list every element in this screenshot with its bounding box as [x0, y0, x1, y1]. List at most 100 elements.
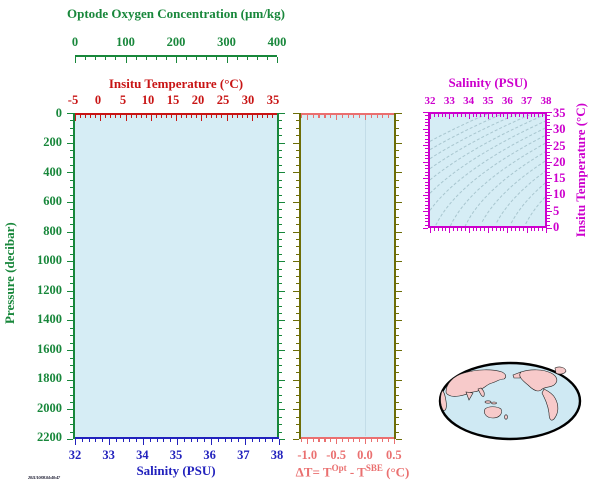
tick-mark — [279, 179, 282, 181]
tick-mark — [217, 439, 219, 442]
ts-plot-right-border — [545, 112, 552, 229]
tick-mark — [547, 135, 550, 137]
tick-mark — [547, 145, 552, 147]
tick-mark — [70, 387, 73, 389]
tick-mark — [425, 198, 428, 200]
tick-mark — [70, 394, 73, 396]
tick-mark — [67, 231, 73, 233]
tick-mark — [460, 228, 462, 231]
tick-mark — [425, 125, 428, 127]
tick-label: 5 — [553, 203, 560, 218]
isopycnal-contour-line — [429, 113, 489, 142]
tick-label: 35 — [169, 448, 183, 462]
tick-mark — [423, 194, 428, 196]
tick-label: 0.5 — [385, 448, 402, 462]
ts-plot-bottom-border — [430, 226, 547, 233]
main-plot-bottom-border — [75, 437, 280, 445]
tick-label: 38 — [270, 448, 284, 462]
tick-label: 20 — [191, 93, 205, 107]
tick-mark — [425, 168, 428, 170]
tick-mark — [70, 335, 73, 337]
tick-mark — [279, 350, 285, 352]
tick-mark — [279, 253, 282, 255]
tick-label: 25 — [216, 93, 230, 107]
tick-mark — [526, 228, 528, 233]
isopycnal-contour-line — [464, 150, 547, 228]
ts-plot-left-border — [423, 112, 430, 229]
tick-mark — [423, 211, 428, 213]
tick-mark — [445, 228, 447, 231]
isopycnal-contour-line — [429, 113, 532, 170]
tick-mark — [396, 290, 402, 292]
tick-mark — [296, 238, 299, 240]
isopycnal-contour-line — [429, 120, 547, 194]
tick-mark — [547, 118, 550, 120]
tick-mark — [140, 115, 142, 118]
tick-mark — [296, 127, 299, 129]
tick-label: 37 — [521, 95, 533, 107]
tick-mark — [425, 148, 428, 150]
tick-mark — [95, 439, 97, 442]
tick-mark — [226, 115, 228, 121]
tick-label: 33 — [443, 95, 455, 107]
tick-mark — [547, 161, 552, 163]
tick-mark — [70, 179, 73, 181]
tick-mark — [396, 127, 399, 129]
tick-mark — [472, 114, 474, 117]
tick-mark — [382, 439, 384, 442]
tick-mark — [464, 114, 466, 117]
tick-label: 1800 — [37, 370, 62, 385]
delta-title-sup-opt: Opt — [331, 463, 347, 473]
tick-mark — [547, 204, 550, 206]
tick-mark — [396, 224, 399, 226]
tick-mark — [547, 112, 552, 113]
tick-mark — [547, 148, 550, 150]
tick-mark — [279, 298, 282, 300]
tick-mark — [279, 439, 280, 445]
tick-mark — [296, 135, 299, 137]
tick-mark — [279, 357, 282, 359]
tick-mark — [396, 113, 402, 114]
tick-mark — [190, 439, 192, 442]
tick-mark — [423, 228, 428, 229]
tick-mark — [296, 342, 299, 344]
tick-label: 32 — [424, 95, 436, 107]
tick-mark — [396, 276, 399, 277]
tick-mark — [396, 409, 402, 411]
tick-mark — [396, 424, 399, 426]
tick-mark — [491, 228, 493, 231]
tick-mark — [296, 164, 299, 166]
delta-axis-title: ΔT= TOpt - TSBE (°C) — [280, 463, 425, 480]
tick-mark — [546, 228, 547, 233]
tick-mark — [145, 57, 147, 60]
tick-mark — [453, 228, 455, 231]
tick-mark — [120, 115, 122, 118]
isopycnal-contour-line — [435, 134, 547, 226]
main-plot-right-border — [277, 113, 285, 440]
tick-mark — [296, 157, 299, 159]
tick-label: 200 — [43, 135, 62, 150]
tick-mark — [296, 394, 299, 396]
tick-mark — [246, 57, 248, 60]
tick-mark — [425, 224, 428, 226]
tick-mark — [425, 188, 428, 190]
tick-mark — [547, 181, 550, 183]
tick-mark — [547, 168, 550, 170]
map-continents — [440, 366, 567, 421]
tick-mark — [70, 157, 73, 159]
tick-mark — [547, 151, 550, 153]
tick-label: 20 — [553, 154, 566, 169]
tick-mark — [306, 439, 308, 442]
tick-mark — [279, 120, 282, 122]
tick-mark — [293, 379, 299, 381]
tick-mark — [396, 394, 399, 396]
tick-mark — [251, 439, 253, 442]
tick-mark — [266, 57, 268, 60]
tick-mark — [518, 114, 520, 117]
tick-mark — [476, 114, 478, 117]
tick-mark — [425, 135, 428, 137]
tick-mark — [433, 228, 435, 231]
tick-label: 35 — [266, 93, 280, 107]
tick-mark — [211, 115, 213, 118]
